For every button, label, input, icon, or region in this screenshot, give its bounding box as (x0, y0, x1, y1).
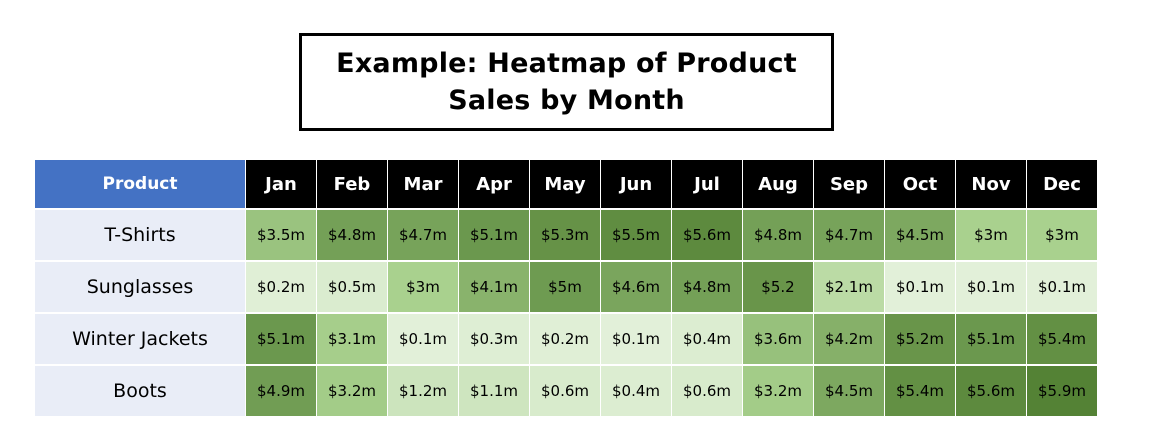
heatmap-cell-sunglasses-apr: $4.1m (459, 262, 529, 312)
heatmap-cell-winter-jackets-aug: $3.6m (743, 314, 813, 364)
heatmap-cell-winter-jackets-mar: $0.1m (388, 314, 458, 364)
header-month-feb: Feb (317, 160, 387, 208)
header-month-aug: Aug (743, 160, 813, 208)
heatmap-cell-sunglasses-sep: $2.1m (814, 262, 884, 312)
heatmap-cell-winter-jackets-oct: $5.2m (885, 314, 955, 364)
heatmap-cell-t-shirts-oct: $4.5m (885, 210, 955, 260)
row-label-sunglasses: Sunglasses (35, 262, 245, 312)
header-month-jan: Jan (246, 160, 316, 208)
heatmap-cell-sunglasses-jan: $0.2m (246, 262, 316, 312)
heatmap-cell-winter-jackets-apr: $0.3m (459, 314, 529, 364)
heatmap-cell-boots-jan: $4.9m (246, 366, 316, 416)
heatmap-cell-sunglasses-oct: $0.1m (885, 262, 955, 312)
row-label-boots: Boots (35, 366, 245, 416)
chart-title: Example: Heatmap of Product Sales by Mon… (336, 48, 797, 116)
heatmap-cell-winter-jackets-jun: $0.1m (601, 314, 671, 364)
header-month-mar: Mar (388, 160, 458, 208)
row-label-winter-jackets: Winter Jackets (35, 314, 245, 364)
heatmap-cell-boots-feb: $3.2m (317, 366, 387, 416)
heatmap-cell-winter-jackets-dec: $5.4m (1027, 314, 1097, 364)
heatmap-cell-t-shirts-jun: $5.5m (601, 210, 671, 260)
header-month-sep: Sep (814, 160, 884, 208)
heatmap-cell-winter-jackets-jan: $5.1m (246, 314, 316, 364)
heatmap-cell-t-shirts-feb: $4.8m (317, 210, 387, 260)
heatmap-cell-sunglasses-dec: $0.1m (1027, 262, 1097, 312)
row-label-t-shirts: T-Shirts (35, 210, 245, 260)
chart-title-box: Example: Heatmap of Product Sales by Mon… (299, 33, 834, 131)
header-month-nov: Nov (956, 160, 1026, 208)
heatmap-cell-winter-jackets-jul: $0.4m (672, 314, 742, 364)
header-month-may: May (530, 160, 600, 208)
heatmap-cell-t-shirts-mar: $4.7m (388, 210, 458, 260)
heatmap-cell-boots-dec: $5.9m (1027, 366, 1097, 416)
heatmap-cell-t-shirts-apr: $5.1m (459, 210, 529, 260)
heatmap-cell-t-shirts-nov: $3m (956, 210, 1026, 260)
heatmap-cell-t-shirts-aug: $4.8m (743, 210, 813, 260)
heatmap-cell-sunglasses-feb: $0.5m (317, 262, 387, 312)
heatmap-cell-sunglasses-jul: $4.8m (672, 262, 742, 312)
header-product: Product (35, 160, 245, 208)
heatmap-cell-boots-may: $0.6m (530, 366, 600, 416)
heatmap-cell-t-shirts-may: $5.3m (530, 210, 600, 260)
heatmap-cell-sunglasses-may: $5m (530, 262, 600, 312)
header-month-jul: Jul (672, 160, 742, 208)
heatmap-cell-boots-apr: $1.1m (459, 366, 529, 416)
heatmap-cell-t-shirts-dec: $3m (1027, 210, 1097, 260)
heatmap-cell-sunglasses-nov: $0.1m (956, 262, 1026, 312)
heatmap-cell-boots-aug: $3.2m (743, 366, 813, 416)
heatmap-cell-winter-jackets-sep: $4.2m (814, 314, 884, 364)
heatmap-cell-winter-jackets-nov: $5.1m (956, 314, 1026, 364)
heatmap-cell-sunglasses-jun: $4.6m (601, 262, 671, 312)
heatmap-cell-boots-nov: $5.6m (956, 366, 1026, 416)
heatmap-cell-winter-jackets-feb: $3.1m (317, 314, 387, 364)
heatmap-cell-t-shirts-jul: $5.6m (672, 210, 742, 260)
heatmap-cell-boots-jul: $0.6m (672, 366, 742, 416)
heatmap-cell-winter-jackets-may: $0.2m (530, 314, 600, 364)
heatmap-cell-boots-oct: $5.4m (885, 366, 955, 416)
header-month-jun: Jun (601, 160, 671, 208)
heatmap-cell-sunglasses-aug: $5.2 (743, 262, 813, 312)
header-month-dec: Dec (1027, 160, 1097, 208)
header-month-apr: Apr (459, 160, 529, 208)
heatmap-cell-t-shirts-sep: $4.7m (814, 210, 884, 260)
heatmap-cell-sunglasses-mar: $3m (388, 262, 458, 312)
header-month-oct: Oct (885, 160, 955, 208)
heatmap-cell-t-shirts-jan: $3.5m (246, 210, 316, 260)
heatmap-cell-boots-sep: $4.5m (814, 366, 884, 416)
heatmap-cell-boots-jun: $0.4m (601, 366, 671, 416)
heatmap-table: Product Jan Feb Mar Apr May Jun Jul Aug Sep Oct Nov… (35, 160, 1097, 416)
heatmap-cell-boots-mar: $1.2m (388, 366, 458, 416)
